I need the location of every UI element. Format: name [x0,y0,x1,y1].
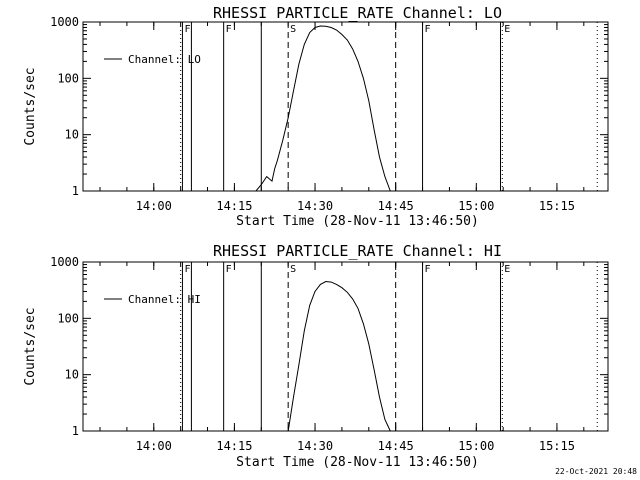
x-tick-label: 14:00 [136,439,172,453]
chart-title: RHESSI PARTICLE_RATE Channel: LO [213,4,502,22]
timestamp: 22-Oct-2021 20:48 [555,467,637,476]
event-marker-label: E [504,264,510,275]
x-tick-label: 14:30 [297,199,333,213]
x-axis-label: Start Time (28-Nov-11 13:46:50) [236,455,479,470]
y-tick-label: 100 [57,71,79,85]
x-axis-label: Start Time (28-Nov-11 13:46:50) [236,214,479,229]
y-tick-label: 1000 [50,255,79,269]
x-tick-label: 15:00 [458,439,494,453]
y-tick-label: 1 [72,424,79,438]
legend-label: Channel: LO [128,53,201,66]
y-axis-label: Counts/sec [23,307,38,385]
y-tick-label: 10 [65,368,79,382]
x-tick-label: 15:00 [458,199,494,213]
x-tick-label: 15:15 [539,439,575,453]
x-tick-label: 14:45 [378,439,414,453]
event-marker-label: S [290,264,296,275]
y-tick-label: 10 [65,128,79,142]
chart-panel-2 [82,261,609,432]
event-marker-label: S [290,24,296,35]
x-tick-label: 14:15 [216,439,252,453]
event-marker-label: E [504,24,510,35]
series-line-1 [287,280,391,432]
legend-label: Channel: HI [128,293,201,306]
x-tick-label: 15:15 [539,199,575,213]
x-tick-label: 14:45 [378,199,414,213]
event-marker-label: F [184,264,190,275]
y-tick-label: 1 [72,184,79,198]
y-axis-label: Counts/sec [23,67,38,145]
event-marker-label: F [226,24,232,35]
x-tick-label: 14:30 [297,439,333,453]
x-tick-label: 14:00 [136,199,172,213]
x-tick-label: 14:15 [216,199,252,213]
plot-frame [82,261,609,432]
chart-panel-1 [82,21,609,192]
event-marker-label: F [226,264,232,275]
chart-title: RHESSI PARTICLE_RATE Channel: HI [213,242,502,260]
y-tick-label: 100 [57,311,79,325]
event-marker-label: F [425,264,431,275]
series-line-1 [255,25,391,192]
event-marker-label: F [425,24,431,35]
y-tick-label: 1000 [50,15,79,29]
plot-frame [82,21,609,192]
event-marker-label: F [184,24,190,35]
